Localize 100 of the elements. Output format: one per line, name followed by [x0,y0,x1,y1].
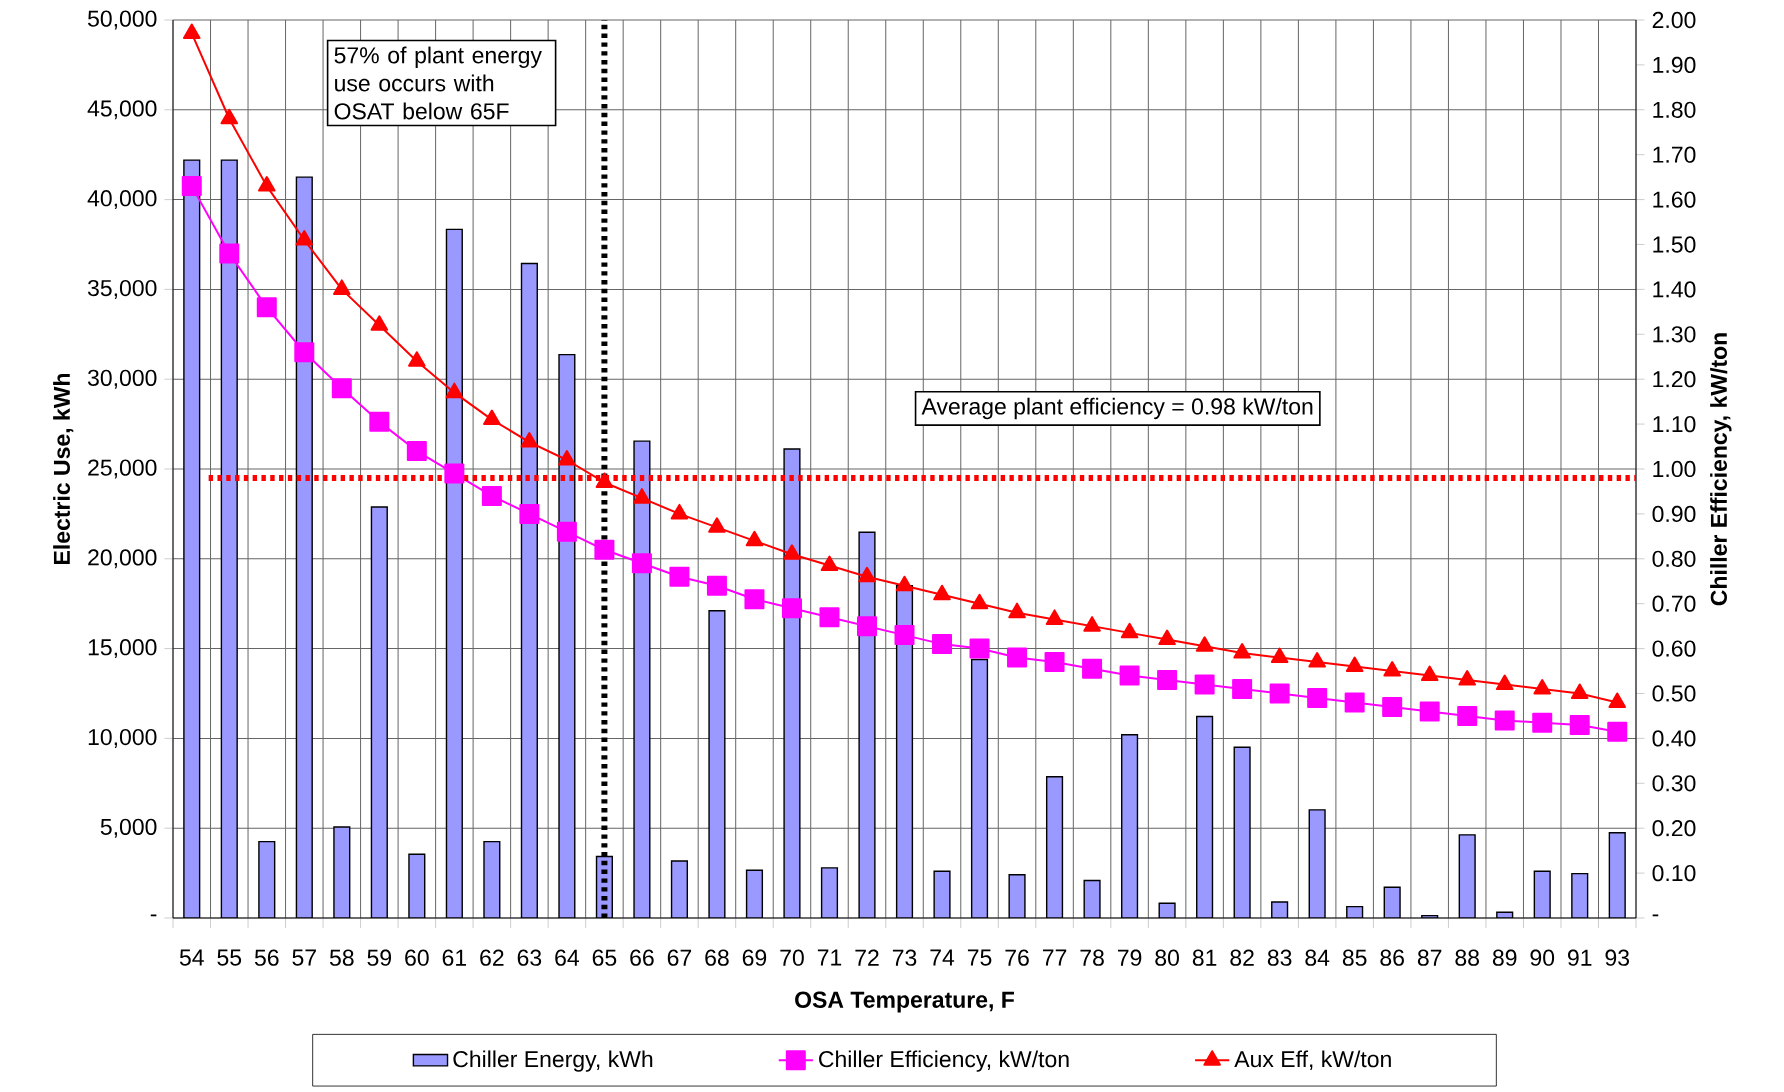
y-tick-label: 35,000 [87,279,157,299]
point [1607,721,1628,742]
y-tick-label: 10,000 [88,728,157,748]
x-tick-label: 60 [405,949,429,966]
y2-tick-label: 1.30 [1653,326,1696,343]
legend-label: Chiller Efficiency, kW/ton [819,1050,1069,1072]
point [1608,692,1627,708]
x-tick-label: 54 [179,949,204,966]
point [783,544,801,560]
point [669,566,690,587]
x-tick-label: 91 [1568,949,1592,966]
point [1082,658,1103,679]
point [1532,712,1553,733]
point [744,589,765,610]
point [1570,683,1589,699]
point [820,555,839,572]
point [1045,609,1064,625]
point [1344,692,1365,713]
ref-line-label: 57% of plant energy use occurs with OSAT below 65F [334,46,542,120]
x-tick-label: 56 [254,949,279,966]
point [595,472,614,488]
x-tick-label: 84 [1305,949,1330,966]
point [370,315,389,331]
y2-tick-label: 0.80 [1652,550,1696,567]
point [1308,652,1326,668]
point [708,517,726,533]
point [1233,643,1251,659]
x-tick-label: 93 [1605,949,1630,966]
point [556,521,577,542]
point [1420,665,1439,682]
y-tick-label: 20,000 [88,549,157,569]
y-tick-label: 5,000 [100,818,157,838]
point [933,584,951,601]
y2-tick-label: 1.50 [1653,236,1696,253]
y2-tick-label: 0.90 [1652,505,1696,523]
point [295,230,314,246]
x-tick-label: 58 [329,949,354,966]
x-tick-label: 64 [555,949,579,966]
y2-tick-label: 0.30 [1652,775,1696,792]
point [932,634,953,655]
point [369,411,390,432]
point [331,378,352,399]
x-tick-label: 62 [480,949,504,966]
point [1008,602,1026,619]
point [408,351,426,367]
y2-tick-label: - [1652,914,1659,917]
point [1044,652,1065,673]
x-tick-label: 74 [930,949,955,966]
point [1382,696,1403,717]
point [1457,705,1478,726]
y-tick-label: 15,000 [88,639,157,659]
point [1419,701,1440,722]
y-tick-label: 40,000 [87,190,157,210]
point [1157,670,1178,691]
point [1345,656,1364,673]
x-tick-label: 79 [1117,949,1142,966]
point [1195,636,1214,652]
x-tick-label: 80 [1155,949,1179,966]
point [819,607,840,628]
x-tick-label: 89 [1492,949,1517,966]
point [1494,710,1515,731]
point [1569,714,1590,735]
y2-tick-label: 0.70 [1652,595,1696,612]
y2-axis-title: Chiller Efficiency, kW/ton [1710,333,1732,606]
point [220,108,239,125]
x-tick-label: 63 [517,949,542,966]
y2-tick-label: 2.00 [1652,11,1696,29]
point [1120,622,1139,639]
point [333,279,351,295]
y2-tick-label: 0.60 [1652,640,1696,657]
x-tick-label: 61 [442,949,467,966]
point [706,575,727,596]
legend-label: Chiller Energy, kWh [453,1050,653,1072]
x-tick-label: 73 [892,949,917,966]
point [1307,687,1328,708]
point [594,539,615,560]
point [970,593,989,610]
point [1194,674,1215,695]
point [406,441,427,462]
x-tick-label: 65 [592,949,617,966]
point [858,566,876,583]
x-tick-label: 85 [1342,949,1367,966]
x-tick-label: 57 [292,949,316,966]
point [1119,665,1140,686]
point [256,297,277,318]
point [1007,647,1028,668]
point [781,598,802,619]
x-tick-label: 70 [780,949,804,966]
point [969,638,990,659]
y-tick-label: - [150,914,157,917]
x-tick-label: 86 [1380,949,1404,966]
y2-tick-label: 0.40 [1652,730,1696,747]
y-axis-title: Electric Use, kWh [53,373,74,564]
x-tick-label: 71 [817,949,842,966]
x-tick-label: 90 [1530,949,1555,966]
x-tick-label: 68 [705,949,729,966]
y2-tick-label: 1.00 [1653,460,1696,478]
point [670,503,689,520]
point [1158,629,1176,646]
y2-tick-label: 0.10 [1652,864,1696,882]
